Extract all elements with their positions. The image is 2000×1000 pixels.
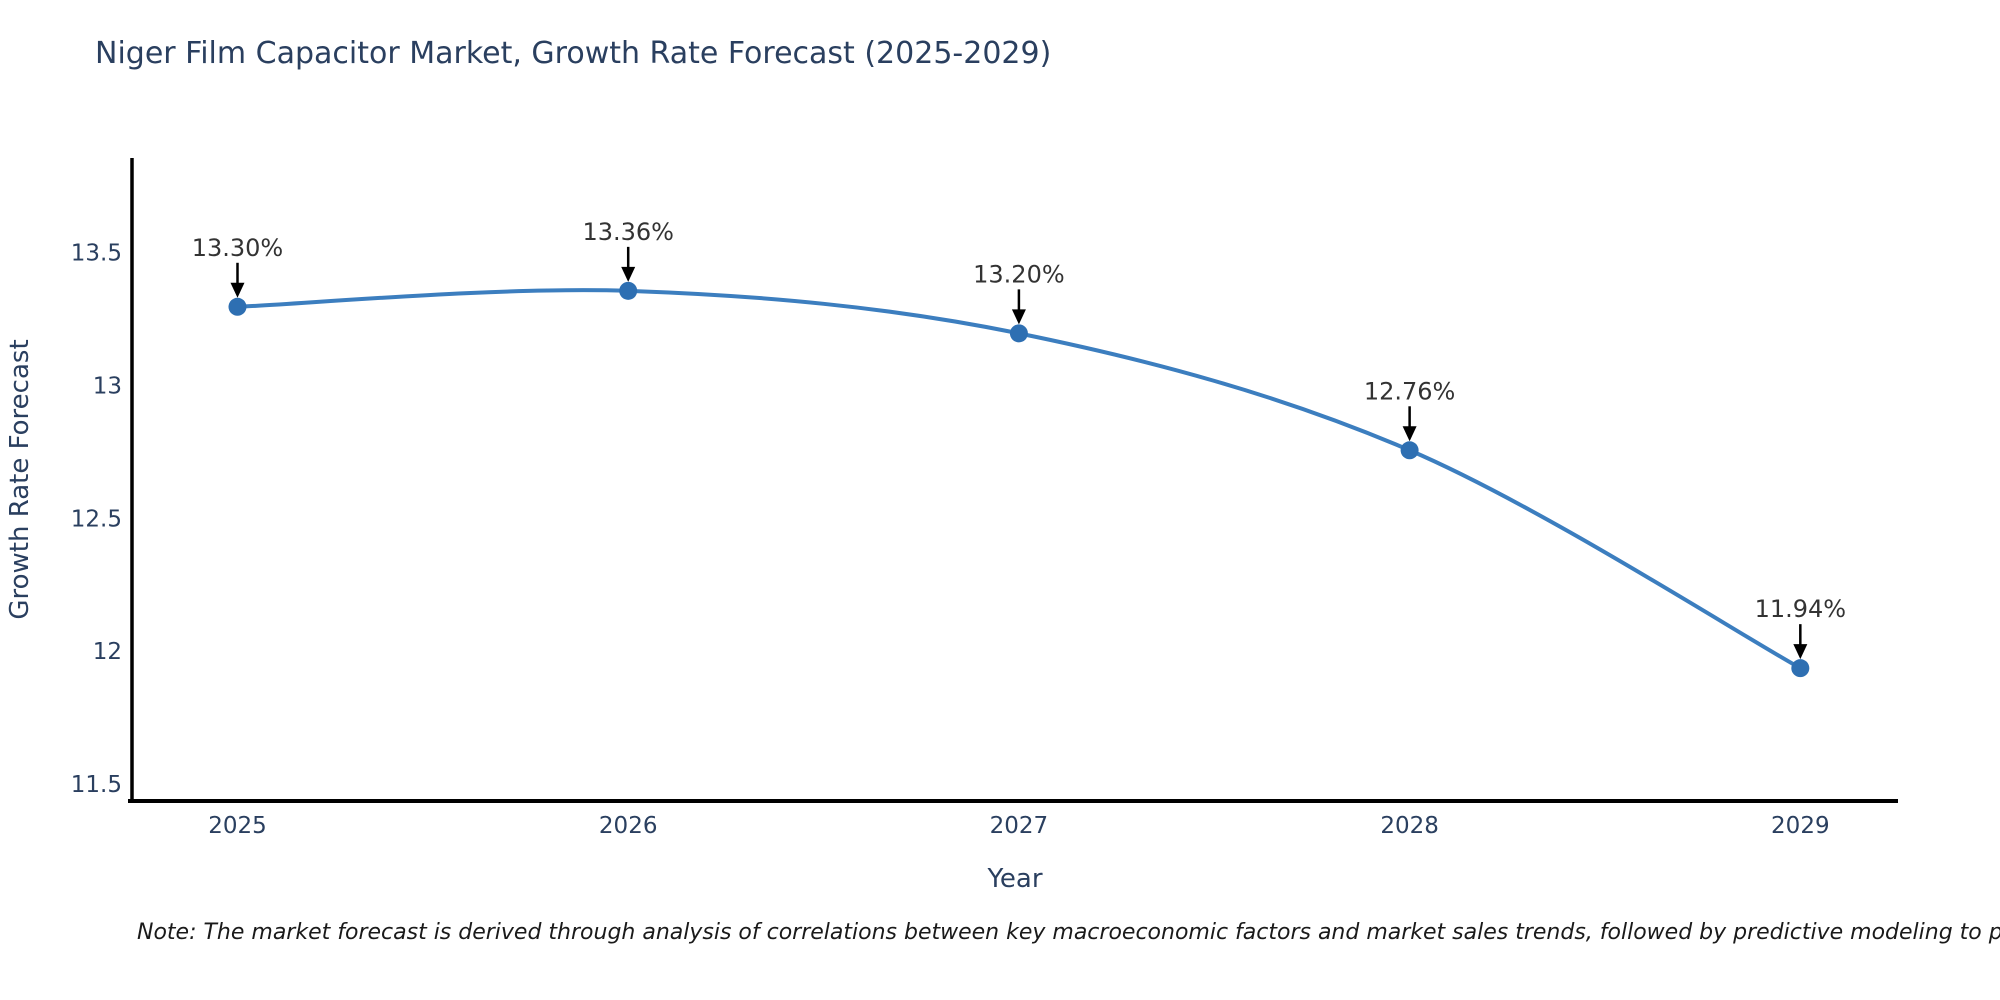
annotation-arrowhead <box>1402 426 1417 442</box>
y-tick-label: 12.5 <box>71 506 122 532</box>
x-tick-label: 2026 <box>599 813 658 839</box>
x-tick-label: 2025 <box>208 813 267 839</box>
x-axis-title: Year <box>986 864 1042 894</box>
y-tick-label: 11.5 <box>71 772 122 798</box>
annotation-arrowhead <box>1011 309 1026 325</box>
chart-title: Niger Film Capacitor Market, Growth Rate… <box>95 36 1052 71</box>
y-axis-title: Growth Rate Forecast <box>5 339 35 619</box>
data-point-marker <box>619 281 638 300</box>
x-tick-label: 2029 <box>1771 813 1830 839</box>
point-value-label: 13.36% <box>582 218 674 246</box>
x-tick-label: 2028 <box>1380 813 1439 839</box>
x-tick-label: 2027 <box>990 813 1049 839</box>
annotation-arrowhead <box>1793 644 1808 660</box>
point-value-label: 11.94% <box>1755 595 1847 623</box>
data-point-marker <box>228 297 247 316</box>
point-value-label: 13.20% <box>973 260 1065 288</box>
y-tick-label: 13 <box>93 374 122 400</box>
annotation-arrowhead <box>621 266 636 282</box>
y-tick-label: 13.5 <box>71 241 122 267</box>
point-value-label: 13.30% <box>192 234 284 262</box>
data-point-marker <box>1009 324 1028 343</box>
footnote: Note: The market forecast is derived thr… <box>137 920 2000 945</box>
data-point-marker <box>1791 659 1810 678</box>
y-tick-label: 12 <box>93 639 122 665</box>
point-value-label: 12.76% <box>1364 377 1456 405</box>
data-point-marker <box>1400 441 1419 460</box>
trend-line <box>235 288 1803 671</box>
annotation-arrowhead <box>230 282 245 298</box>
